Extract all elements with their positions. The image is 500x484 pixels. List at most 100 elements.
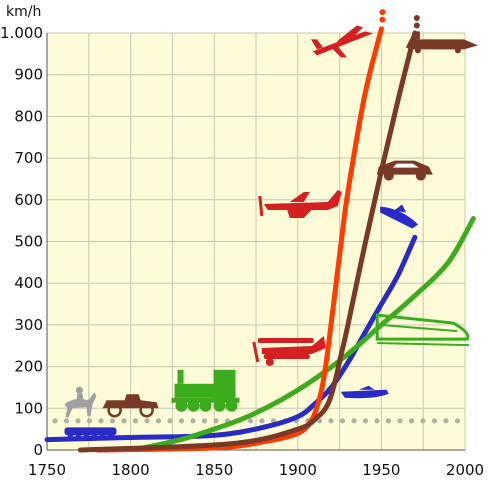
- series-line-1: [141, 216, 476, 451]
- reference-dot: [86, 418, 93, 424]
- loco-cab: [213, 369, 236, 400]
- car-window: [392, 163, 419, 168]
- x-tick-label: 1750: [28, 461, 66, 479]
- plane-wing: [285, 202, 318, 218]
- y-axis: 0 100 200 300 400 500 600 700 800 900 1.000: [0, 24, 43, 459]
- plane-upper-wing: [289, 191, 310, 202]
- jet-fighter-icon: [310, 25, 373, 58]
- sports-car-icon: [376, 160, 433, 181]
- loco-wheel: [175, 399, 188, 412]
- reference-dot: [362, 418, 369, 424]
- series-end-dot: [413, 14, 420, 21]
- wagon-wheel: [83, 434, 90, 441]
- reference-dot: [52, 418, 58, 424]
- car-wheel: [139, 402, 154, 418]
- steam-locomotive-icon: [171, 369, 240, 412]
- series-end-dot: [413, 22, 420, 29]
- loco-boiler: [174, 383, 219, 398]
- y-tick-label: 200: [14, 358, 43, 376]
- rider-torso: [76, 393, 84, 401]
- y-tick-label: 0: [33, 441, 43, 459]
- reference-dot: [339, 418, 346, 424]
- reference-dot: [351, 418, 357, 424]
- x-tick-label: 1950: [362, 461, 400, 479]
- boat-cabin: [358, 385, 375, 390]
- reference-dot: [167, 418, 173, 424]
- reference-dot: [420, 418, 426, 424]
- biplane-icon: [252, 336, 326, 367]
- y-axis-unit-label: km/h: [6, 4, 41, 20]
- boat-hull: [340, 389, 389, 399]
- series-lines: [44, 9, 476, 453]
- jet-lower-wing: [330, 45, 347, 58]
- train-track: [377, 342, 470, 347]
- reference-dot: [178, 418, 185, 424]
- grid: [46, 32, 466, 451]
- reference-dot: [132, 418, 139, 424]
- plane-propeller: [252, 341, 260, 363]
- car-wheel: [383, 170, 394, 181]
- reference-dot: [155, 418, 162, 424]
- motorboat-icon: [340, 385, 389, 399]
- plane-propeller: [258, 195, 264, 217]
- car-wheel: [107, 402, 122, 418]
- speedboat-icon: [380, 204, 419, 229]
- wagon-train-icon: [64, 427, 117, 441]
- reference-dot: [63, 418, 70, 424]
- reference-dot: [397, 418, 403, 424]
- loco-wheel: [225, 399, 238, 412]
- rocket-wheel: [414, 47, 421, 54]
- wagon-wheel: [99, 434, 106, 441]
- reference-dot: [75, 418, 81, 424]
- train-stripe: [383, 324, 458, 333]
- vintage-car-icon: [102, 394, 159, 418]
- series-end-dot: [379, 16, 386, 23]
- rider-head: [75, 386, 83, 394]
- loco-chimney: [177, 369, 184, 384]
- reference-dot: [144, 418, 150, 424]
- x-axis: 1750 1800 1850 1900 1950 2000: [28, 461, 484, 479]
- reference-dot: [385, 418, 392, 424]
- x-tick-label: 2000: [446, 461, 484, 479]
- wagon-body: [64, 427, 117, 436]
- loco-wheel: [199, 399, 212, 412]
- y-tick-label: 300: [14, 316, 43, 334]
- reference-dot: [328, 418, 334, 424]
- reference-dot: [374, 418, 380, 424]
- horse-body: [64, 392, 97, 418]
- reference-dot: [443, 418, 449, 424]
- wagon-wheel: [75, 434, 82, 441]
- x-tick-label: 1800: [112, 461, 150, 479]
- wagon-wheel: [67, 434, 74, 441]
- rocket-fin: [409, 31, 420, 40]
- reference-dot: [98, 418, 104, 424]
- train-body: [375, 313, 470, 341]
- plane-fuselage: [263, 189, 342, 210]
- reference-dot: [454, 418, 461, 424]
- y-tick-label: 100: [14, 399, 43, 417]
- jet-tail: [310, 39, 323, 50]
- plane-fuselage: [261, 336, 326, 355]
- series-line-2: [94, 26, 384, 453]
- reference-dot: [247, 418, 254, 424]
- horse-rider-icon: [64, 386, 97, 418]
- reference-dot: [213, 418, 219, 424]
- plane-bottom-wing: [263, 354, 310, 360]
- reference-dot: [201, 418, 208, 424]
- reference-dot: [121, 418, 127, 424]
- rocket-wheel: [454, 47, 461, 54]
- y-tick-label: 700: [14, 149, 43, 167]
- y-tick-label: 900: [14, 66, 43, 84]
- car-wheel: [415, 170, 426, 181]
- plane-top-wing: [257, 338, 314, 344]
- y-tick-label: 600: [14, 191, 43, 209]
- speedboat-cabin: [394, 204, 407, 213]
- y-tick-label: 800: [14, 107, 43, 125]
- propeller-plane-icon: [258, 189, 342, 218]
- series-end-dot: [379, 9, 386, 16]
- vehicle-icons: [64, 25, 478, 441]
- x-tick-label: 1900: [279, 461, 317, 479]
- y-tick-label: 400: [14, 274, 43, 292]
- speedboat-hull: [380, 206, 419, 229]
